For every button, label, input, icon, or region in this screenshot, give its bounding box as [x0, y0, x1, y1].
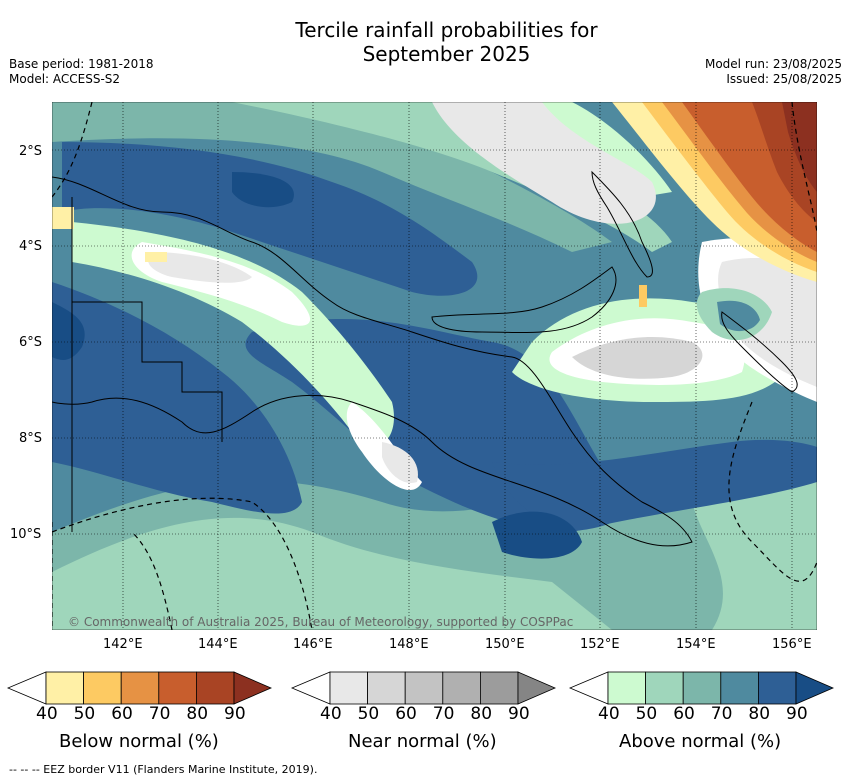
- colorbar-extend-low: [290, 671, 331, 705]
- colorbar-tick-label: 90: [224, 704, 246, 724]
- colorbar-tick-label: 40: [36, 704, 58, 724]
- below-90: [782, 102, 817, 192]
- copyright: © Commonwealth of Australia 2025, Bureau…: [68, 615, 573, 629]
- issued-date: Issued: 25/08/2025: [726, 72, 842, 86]
- colorbar-tick-label: 70: [432, 704, 455, 724]
- colorbar-segment: [329, 671, 368, 705]
- lon-gridlines: [122, 102, 793, 630]
- legend-title-above: Above normal (%): [619, 731, 782, 752]
- title-line-2: September 2025: [362, 42, 531, 66]
- meta-right: Model run: 23/08/2025 Issued: 25/08/2025: [705, 57, 842, 87]
- colorbar-segment: [45, 671, 84, 705]
- colorbar-segment: [645, 671, 684, 705]
- colorbar-segment: [442, 671, 481, 705]
- colorbar-below-normal: [6, 671, 273, 705]
- south-band-50: [52, 517, 612, 630]
- colorbar-tick-label: 90: [508, 704, 530, 724]
- colorbar-tick-label: 40: [320, 704, 342, 724]
- colorbar-tick-label: 60: [673, 704, 695, 724]
- core-90-north: [232, 172, 294, 208]
- colorbar-tick-label: 50: [635, 704, 658, 724]
- colorbar-segment: [607, 671, 646, 705]
- core-80-north: [62, 142, 478, 296]
- colorbar-extend-high: [233, 671, 273, 705]
- coastline-new-britain: [431, 266, 617, 334]
- colorbar-tick-label: 50: [357, 704, 380, 724]
- colorbar-extend-high: [517, 671, 557, 705]
- colorbar-segment: [682, 671, 722, 705]
- core-90-png: [492, 511, 582, 559]
- yellow-patch-west: [52, 207, 74, 229]
- colorbar-tick-label: 70: [148, 704, 171, 724]
- lon-label-148e: 148°E: [389, 637, 429, 652]
- base-period: Base period: 1981-2018: [9, 57, 154, 71]
- coastline-mainland: [52, 176, 693, 547]
- title-line-1: Tercile rainfall probabilities for: [295, 18, 598, 42]
- lat-label-4s: 4°S: [19, 239, 43, 254]
- coastline-new-ireland: [591, 170, 653, 278]
- lat-label-8s: 8°S: [19, 431, 43, 446]
- colorbar-tick-label: 80: [186, 704, 209, 724]
- colorbar-tick-label: 40: [598, 704, 620, 724]
- legend-title-below: Below normal (%): [59, 731, 219, 752]
- colorbar-extend-low: [568, 671, 609, 705]
- colorbar-segment: [367, 671, 406, 705]
- coastline-bougainville: [721, 311, 798, 393]
- colorbars: [6, 671, 835, 705]
- colorbar-segment: [758, 671, 797, 705]
- colorbar-tick-label: 60: [111, 704, 133, 724]
- lon-label-150e: 150°E: [485, 637, 525, 652]
- north-band-50: [232, 102, 672, 252]
- lon-label-152e: 152°E: [580, 637, 620, 652]
- lat-label-6s: 6°S: [19, 335, 43, 350]
- core-80-east: [492, 439, 817, 532]
- lat-label-2s: 2°S: [19, 144, 43, 159]
- lon-label-142e: 142°E: [103, 637, 143, 652]
- rainfall-map: © Commonwealth of Australia 2025, Bureau…: [52, 102, 817, 630]
- colorbar-extend-high: [795, 671, 835, 705]
- lon-label-144e: 144°E: [198, 637, 238, 652]
- eez-borders: [52, 102, 817, 630]
- eez-footnote: -- -- -- EEZ border V11 (Flanders Marine…: [9, 763, 318, 776]
- solomon-core: [717, 300, 760, 332]
- colorbar-extend-low: [6, 671, 47, 705]
- lon-label-156e: 156°E: [772, 637, 812, 652]
- colorbar-tick-label: 60: [395, 704, 417, 724]
- colorbar-tick-label: 90: [786, 704, 808, 724]
- legend-title-near: Near normal (%): [348, 731, 497, 752]
- colorbar-tick-label: 80: [748, 704, 771, 724]
- colorbar-above-normal: [568, 671, 835, 705]
- colorbar-segment: [720, 671, 759, 705]
- core-90-west: [52, 302, 85, 360]
- model-name: Model: ACCESS-S2: [9, 72, 121, 86]
- colorbar-near-normal: [290, 671, 557, 705]
- colorbar-segment: [195, 671, 235, 705]
- colorbar-segment: [158, 671, 197, 705]
- colorbar-segment: [404, 671, 444, 705]
- highlands-grey: [148, 252, 252, 283]
- border-indonesia: [71, 197, 223, 532]
- southeast-band-50: [692, 468, 817, 630]
- yellow-patch-east: [639, 285, 647, 307]
- lon-label-154e: 154°E: [676, 637, 716, 652]
- north-band-60: [52, 102, 612, 252]
- colorbar-tick-label: 80: [470, 704, 493, 724]
- colorbar-segment: [120, 671, 160, 705]
- colorbar-segment: [479, 671, 519, 705]
- new-britain-grey: [572, 337, 703, 379]
- colorbar-tick-label: 50: [73, 704, 96, 724]
- ne-near-normal: [432, 102, 656, 224]
- colorbar-tick-label: 70: [710, 704, 733, 724]
- lon-label-146e: 146°E: [293, 637, 333, 652]
- meta-left: Base period: 1981-2018 Model: ACCESS-S2: [9, 57, 154, 87]
- model-run: Model run: 23/08/2025: [704, 57, 842, 71]
- lat-label-10s: 10°S: [10, 527, 42, 542]
- yellow-patch-center: [145, 252, 167, 262]
- core-80-west: [52, 282, 302, 514]
- map-title: Tercile rainfall probabilities for Septe…: [0, 18, 850, 66]
- fly-river-grey: [382, 442, 418, 483]
- colorbar-segment: [83, 671, 122, 705]
